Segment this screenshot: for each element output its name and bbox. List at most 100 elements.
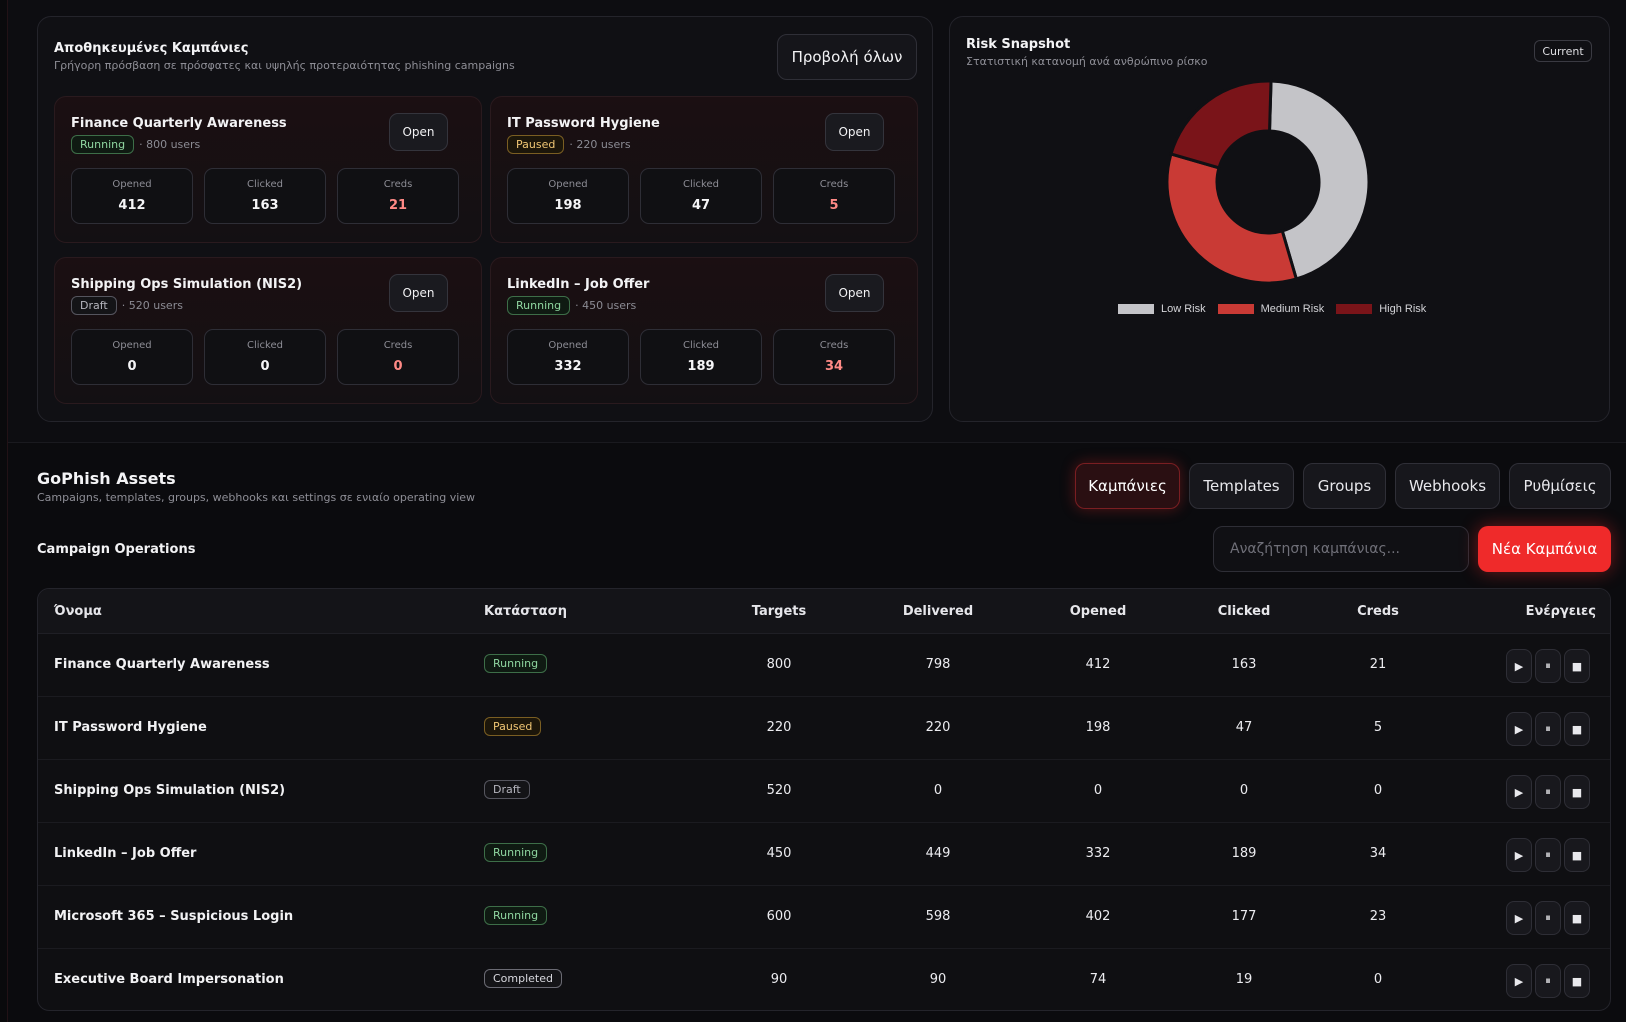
stop-button[interactable]: ■ [1564, 775, 1590, 809]
row-targets: 520 [766, 783, 792, 798]
stat-label: Opened [112, 179, 152, 190]
table-row[interactable]: Microsoft 365 – Suspicious Login Running… [38, 886, 1610, 949]
stop-button[interactable]: ■ [1564, 838, 1590, 872]
donut-slice-high-risk [1169, 79, 1273, 170]
stop-button[interactable]: ■ [1564, 901, 1590, 935]
row-name: IT Password Hygiene [54, 720, 207, 735]
campaign-card: LinkedIn – Job Offer Running · 450 users… [490, 257, 918, 404]
pause-button[interactable]: ⏸ [1535, 775, 1561, 809]
campaign-card-meta: Running · 800 users [71, 135, 200, 154]
stop-icon: ■ [1571, 974, 1583, 988]
play-icon: ▶ [1514, 722, 1524, 736]
legend-label: Low Risk [1161, 303, 1206, 315]
campaign-search-input[interactable] [1213, 526, 1469, 572]
table-row[interactable]: LinkedIn – Job Offer Running 450 449 332… [38, 823, 1610, 886]
tab-webhooks[interactable]: Webhooks [1395, 463, 1500, 509]
pause-button[interactable]: ⏸ [1535, 712, 1561, 746]
open-button[interactable]: Open [389, 274, 448, 312]
open-button[interactable]: Open [389, 113, 448, 151]
stop-button[interactable]: ■ [1564, 649, 1590, 683]
stat-label: Opened [548, 179, 588, 190]
stat-label: Creds [819, 340, 849, 351]
play-button[interactable]: ▶ [1506, 775, 1532, 809]
row-creds: 0 [1373, 972, 1383, 987]
play-icon: ▶ [1514, 911, 1524, 925]
view-all-button[interactable]: Προβολή όλων [777, 34, 917, 80]
pause-icon: ⏸ [1545, 659, 1551, 672]
table-row[interactable]: Executive Board Impersonation Completed … [38, 949, 1610, 1010]
header-actions: Ενέργειες [1525, 604, 1596, 619]
play-button[interactable]: ▶ [1506, 901, 1532, 935]
row-targets: 450 [766, 846, 792, 861]
play-button[interactable]: ▶ [1506, 649, 1532, 683]
pause-button[interactable]: ⏸ [1535, 838, 1561, 872]
donut-slice-low-risk [1267, 79, 1371, 281]
status-badge: Running [484, 843, 548, 862]
play-button[interactable]: ▶ [1506, 838, 1532, 872]
stat-opened: Opened 198 [507, 168, 629, 224]
stop-icon: ■ [1571, 659, 1583, 673]
pause-icon: ⏸ [1545, 974, 1551, 987]
row-opened: 402 [1085, 909, 1111, 924]
play-icon: ▶ [1514, 974, 1524, 988]
header-opened: Opened [1069, 604, 1127, 619]
risk-snapshot-panel: Risk Snapshot Στατιστική κατανομή ανά αν… [949, 16, 1610, 422]
stat-value: 189 [687, 359, 715, 374]
tab-campaigns[interactable]: Καμπάνιες [1075, 463, 1180, 509]
pause-button[interactable]: ⏸ [1535, 964, 1561, 998]
campaign-card-name: Finance Quarterly Awareness [71, 116, 287, 131]
stat-opened: Opened 0 [71, 329, 193, 385]
open-button[interactable]: Open [825, 113, 884, 151]
assets-subtitle: Campaigns, templates, groups, webhooks κ… [37, 491, 476, 504]
legend-swatch [1118, 304, 1154, 314]
stop-icon: ■ [1571, 722, 1583, 736]
pause-icon: ⏸ [1545, 722, 1551, 735]
stat-opened: Opened 412 [71, 168, 193, 224]
campaign-card-users: · 520 users [121, 299, 183, 312]
open-button[interactable]: Open [825, 274, 884, 312]
tab-settings[interactable]: Ρυθμίσεις [1509, 463, 1611, 509]
pause-button[interactable]: ⏸ [1535, 901, 1561, 935]
stat-clicked: Clicked 163 [204, 168, 326, 224]
stop-button[interactable]: ■ [1564, 964, 1590, 998]
row-status: Running [484, 843, 548, 862]
row-name: Shipping Ops Simulation (NIS2) [54, 783, 286, 798]
tab-templates[interactable]: Templates [1189, 463, 1294, 509]
row-targets: 800 [766, 657, 792, 672]
play-icon: ▶ [1514, 848, 1524, 862]
play-icon: ▶ [1514, 659, 1524, 673]
legend-item-medium: Medium Risk [1217, 303, 1324, 315]
legend-swatch [1336, 304, 1373, 314]
pause-button[interactable]: ⏸ [1535, 649, 1561, 683]
risk-snapshot-title: Risk Snapshot [966, 37, 1071, 52]
status-badge: Running [507, 296, 571, 315]
header-targets: Targets [751, 604, 807, 619]
new-campaign-button[interactable]: Νέα Καμπάνια [1478, 526, 1611, 572]
saved-campaigns-subtitle: Γρήγορη πρόσβαση σε πρόσφατες και υψηλής… [54, 59, 515, 72]
stat-value: 163 [251, 198, 279, 213]
row-creds: 0 [1373, 783, 1383, 798]
table-row[interactable]: IT Password Hygiene Paused 220 220 198 4… [38, 697, 1610, 760]
play-button[interactable]: ▶ [1506, 964, 1532, 998]
stat-label: Creds [383, 340, 413, 351]
play-button[interactable]: ▶ [1506, 712, 1532, 746]
pause-icon: ⏸ [1545, 911, 1551, 924]
campaign-card: Finance Quarterly Awareness Running · 80… [54, 96, 482, 243]
assets-title: GoPhish Assets [37, 469, 176, 488]
table-row[interactable]: Shipping Ops Simulation (NIS2) Draft 520… [38, 760, 1610, 823]
stat-value: 412 [118, 198, 146, 213]
chart-legend: Low Risk Medium Risk High Risk [1118, 303, 1426, 315]
campaign-card-users: · 800 users [139, 138, 201, 151]
stop-button[interactable]: ■ [1564, 712, 1590, 746]
stat-value: 47 [691, 198, 711, 213]
stat-label: Creds [819, 179, 849, 190]
stat-value: 0 [260, 359, 270, 374]
campaign-card-meta: Draft · 520 users [71, 296, 183, 315]
row-delivered: 90 [929, 972, 947, 987]
table-row[interactable]: Finance Quarterly Awareness Running 800 … [38, 634, 1610, 697]
legend-swatch [1217, 304, 1254, 314]
tab-groups[interactable]: Groups [1303, 463, 1386, 509]
row-clicked: 19 [1235, 972, 1253, 987]
status-badge: Draft [71, 296, 117, 315]
stat-label: Clicked [683, 340, 719, 351]
